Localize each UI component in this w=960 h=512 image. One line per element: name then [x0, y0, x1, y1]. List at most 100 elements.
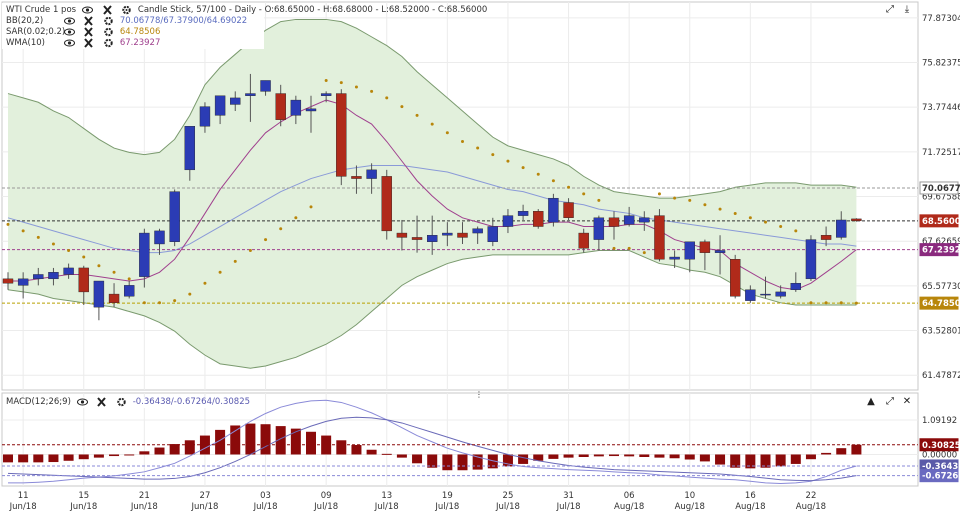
close-icon[interactable]	[83, 16, 94, 26]
move-up-icon[interactable]: ▲	[867, 396, 875, 407]
candle-body	[199, 106, 211, 127]
macd-histogram-bar	[654, 454, 665, 458]
macd-histogram-bar	[487, 454, 498, 469]
macd-histogram-bar	[457, 454, 468, 471]
date-tick-month: Aug/18	[796, 502, 826, 512]
candle-body	[805, 239, 817, 280]
legend-bb: BB(20,2) 70.06778/67.37900/64.69022	[6, 16, 247, 27]
date-tick-month: Jul/18	[374, 502, 399, 512]
candle	[366, 163, 377, 194]
macd-line	[8, 399, 857, 484]
candle	[139, 228, 150, 288]
close-icon[interactable]	[96, 397, 107, 407]
candle	[457, 222, 468, 244]
candle-body	[381, 176, 392, 232]
gear-icon[interactable]	[103, 38, 114, 48]
macd-axis-label: 0.00000	[922, 450, 957, 460]
expand-icon[interactable]: ⤢	[886, 396, 894, 407]
candle	[108, 283, 120, 308]
sar-dot	[476, 146, 480, 150]
candle	[427, 215, 438, 255]
legend-wma: WMA(10) 67.23927	[6, 38, 160, 49]
price-axis-label: 77.87304	[922, 14, 960, 24]
candle	[169, 189, 180, 247]
candle-body	[487, 226, 498, 242]
candle-body	[457, 232, 468, 238]
date-tick-month: Aug/18	[614, 502, 644, 512]
close-icon[interactable]	[102, 5, 113, 15]
macd-histogram-bar	[502, 454, 513, 467]
pin-icon[interactable]: ⤓	[904, 4, 910, 15]
eye-icon[interactable]	[63, 27, 75, 37]
close-icon[interactable]	[83, 38, 94, 48]
gear-icon[interactable]	[103, 16, 114, 26]
eye-icon[interactable]	[76, 397, 88, 407]
candle-body	[730, 259, 741, 297]
pane-resize-handle[interactable]: ⋮	[475, 390, 483, 399]
macd-callout-text: 0.30825	[922, 441, 960, 451]
candle-body	[184, 126, 196, 171]
candle	[730, 254, 741, 299]
sar-dot	[582, 192, 586, 196]
candle	[154, 228, 165, 255]
sar-dot	[339, 81, 343, 85]
sar-dot	[521, 166, 525, 170]
gear-icon[interactable]	[121, 5, 132, 15]
macd-histogram-bar	[472, 454, 483, 470]
macd-histogram-bar	[836, 448, 847, 455]
macd-histogram-bar	[745, 454, 756, 469]
candle-body	[154, 230, 165, 245]
sar-dot	[354, 85, 358, 89]
macd-legend-label: MACD(12;26;9)	[6, 397, 71, 407]
gear-icon[interactable]	[103, 27, 114, 37]
candle	[381, 169, 392, 240]
candle-body	[790, 282, 801, 290]
candle	[533, 209, 544, 229]
macd-histogram-bar	[624, 454, 635, 457]
date-tick-day: 09	[321, 491, 332, 501]
candle	[608, 211, 620, 240]
close-icon[interactable]	[83, 27, 94, 37]
date-tick-day: 25	[503, 491, 514, 501]
candle-body	[472, 228, 483, 234]
price-callout-text: 70.06778	[922, 184, 960, 194]
legend-bb-label: BB(20,2)	[6, 16, 44, 26]
sar-dot	[809, 301, 813, 305]
sar-dot	[445, 131, 449, 135]
price-axis-label: 75.82375	[922, 59, 960, 69]
candle	[17, 272, 29, 299]
candle-body	[623, 215, 635, 225]
macd-histogram-bar	[33, 454, 44, 463]
macd-histogram-bar	[245, 423, 256, 455]
macd-plot-frame	[1, 392, 919, 487]
expand-icon[interactable]: ⤢	[886, 4, 894, 15]
date-tick-day: 11	[18, 491, 29, 501]
candle	[623, 206, 635, 227]
candle	[836, 211, 847, 240]
close-icon[interactable]: ✕	[902, 396, 912, 407]
candle	[411, 215, 423, 253]
sar-dot	[673, 196, 677, 200]
candle	[669, 250, 680, 268]
candle	[563, 198, 574, 220]
eye-icon[interactable]	[63, 38, 75, 48]
sar-dot	[188, 292, 192, 296]
sar-dot	[718, 207, 722, 211]
date-tick-day: 22	[806, 491, 817, 501]
candle-body	[260, 80, 271, 92]
macd-histogram-bar	[48, 454, 59, 463]
macd-histogram-bar	[18, 454, 29, 463]
macd-histogram-bar	[412, 454, 423, 464]
candle-body	[836, 219, 847, 238]
eye-icon[interactable]	[81, 5, 93, 15]
sar-dot	[127, 277, 131, 281]
sar-dot	[567, 185, 571, 189]
macd-callout: 0.30825	[919, 438, 960, 452]
candle-body	[230, 97, 241, 105]
candle-body	[760, 293, 771, 296]
macd-callout-text: -0.67264	[922, 472, 960, 482]
candle	[699, 239, 711, 271]
gear-icon[interactable]	[116, 397, 127, 407]
eye-icon[interactable]	[63, 16, 75, 26]
